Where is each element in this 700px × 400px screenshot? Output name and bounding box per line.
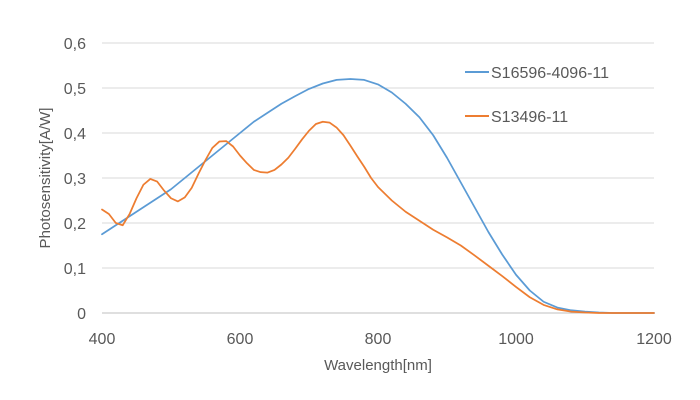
y-tick-label: 0: [77, 306, 86, 323]
legend-label-1: S16596-4096-11: [491, 65, 609, 82]
legend: S16596-4096-11 S13496-11: [465, 65, 609, 126]
legend-label-2: S13496-11: [491, 109, 568, 126]
x-axis-label: Wavelength[nm]: [324, 357, 432, 374]
y-tick-label: 0,6: [64, 36, 86, 53]
series-line-1: [101, 78, 655, 314]
y-tick-label: 0,4: [64, 126, 86, 143]
x-tick-label: 600: [227, 331, 254, 348]
y-axis-label: Photosensitivity[A/W]: [37, 108, 54, 249]
x-tick-label: 800: [365, 331, 392, 348]
grid-layer: [102, 42, 654, 269]
x-tick-label: 1000: [498, 331, 534, 348]
y-tick-label: 0,5: [64, 81, 86, 98]
x-tick-label: 400: [89, 331, 116, 348]
y-tick-label: 0,1: [64, 261, 86, 278]
axis-layer: 0 0,1 0,2 0,3 0,4 0,5 0,6 400 600 800 1000 1200: [64, 36, 672, 348]
series-line-2: [101, 120, 655, 314]
y-tick-label: 0,3: [64, 171, 86, 188]
y-tick-label: 0,2: [64, 216, 86, 233]
series-layer: [101, 78, 655, 314]
x-tick-label: 1200: [636, 331, 672, 348]
